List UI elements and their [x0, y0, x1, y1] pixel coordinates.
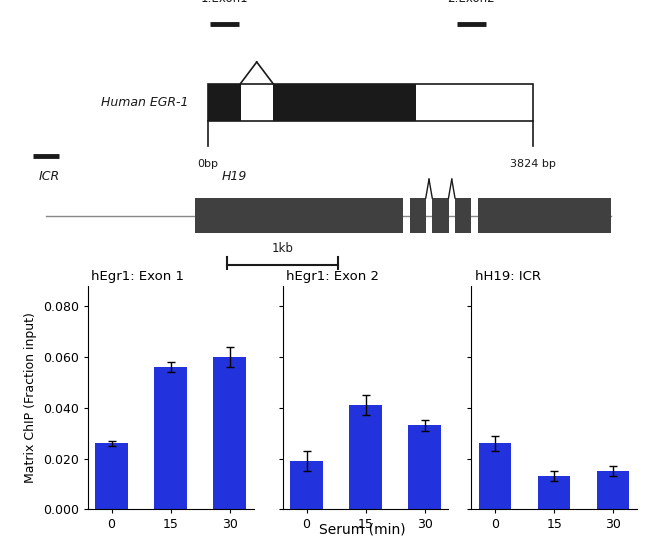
Bar	[478, 198, 611, 233]
Bar	[538, 476, 571, 509]
Text: hEgr1: Exon 1: hEgr1: Exon 1	[91, 270, 184, 283]
Bar	[455, 198, 471, 233]
Text: 3824 bp: 3824 bp	[510, 159, 556, 169]
Bar	[213, 357, 246, 509]
Bar	[96, 443, 128, 509]
Text: Human EGR-1: Human EGR-1	[101, 96, 188, 109]
Text: Serum (min): Serum (min)	[319, 522, 406, 536]
Text: ICR: ICR	[39, 170, 60, 183]
Bar	[195, 198, 403, 233]
Text: 2:Exon2: 2:Exon2	[447, 0, 495, 5]
Text: hEgr1: Exon 2: hEgr1: Exon 2	[286, 270, 379, 283]
Text: 1kb: 1kb	[272, 241, 294, 255]
Text: 1:Exon1: 1:Exon1	[200, 0, 248, 5]
Bar	[597, 471, 629, 509]
Bar	[479, 443, 512, 509]
Text: 0bp: 0bp	[198, 159, 218, 169]
Bar	[155, 367, 187, 509]
Y-axis label: Matrix ChIP (Fraction input): Matrix ChIP (Fraction input)	[24, 312, 37, 483]
Bar	[291, 461, 323, 509]
Bar	[408, 425, 441, 509]
Bar	[208, 84, 240, 121]
Bar	[273, 84, 416, 121]
Bar	[432, 198, 448, 233]
Bar	[349, 405, 382, 509]
Bar	[410, 198, 426, 233]
Text: hH19: ICR: hH19: ICR	[474, 270, 541, 283]
Text: H19: H19	[221, 170, 247, 183]
Bar	[208, 84, 533, 121]
